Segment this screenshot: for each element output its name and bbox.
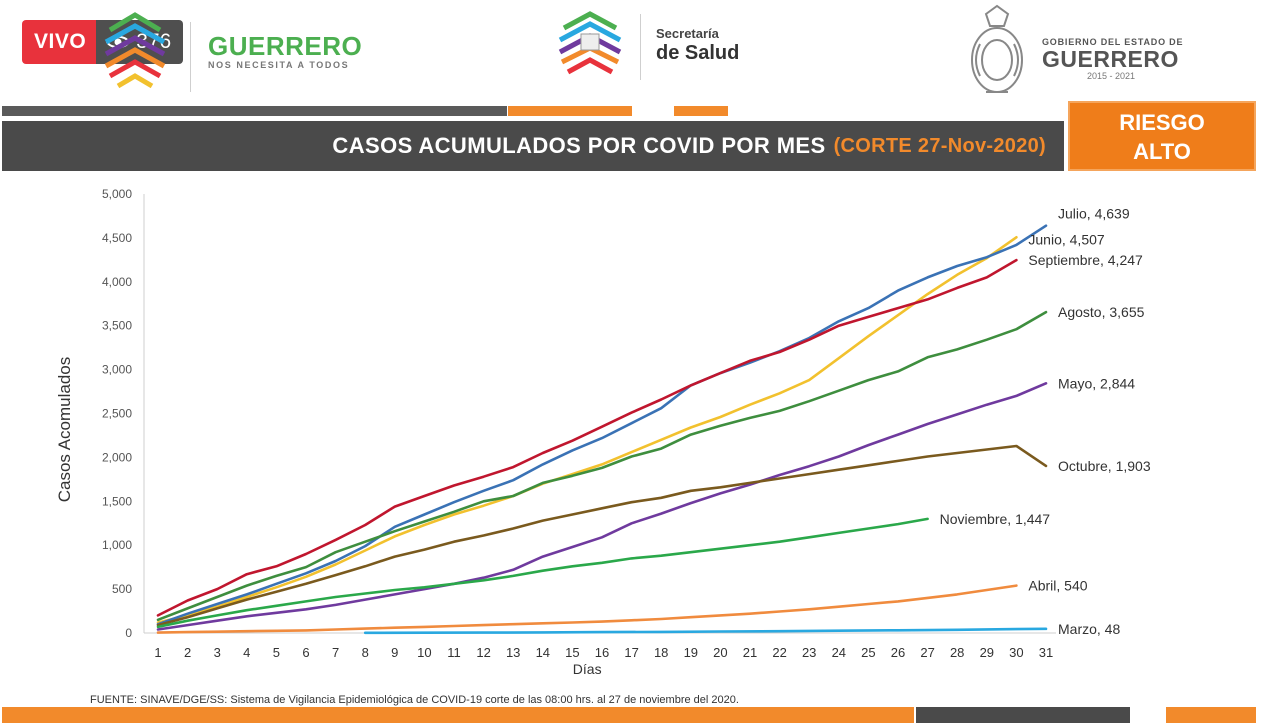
x-tick-label: 6	[302, 645, 309, 660]
viewer-count-value: 376	[136, 30, 172, 53]
cumulative-cases-chart: 0 500 1,000 1,500 2,000 2,500 3,000 3,500 4,000 4…	[55, 187, 1151, 677]
series-label-septiembre: Septiembre, 4,247	[1028, 252, 1143, 268]
series-label-mayo: Mayo, 2,844	[1058, 375, 1135, 391]
x-tick-label: 14	[536, 645, 550, 660]
y-tick-label: 2,500	[102, 407, 132, 421]
x-tick-label: 24	[832, 645, 846, 660]
y-tick-label: 0	[125, 626, 132, 640]
risk-line1: RIESGO	[1119, 110, 1205, 135]
bottom-bar-gray	[916, 707, 1130, 723]
x-tick-label: 25	[861, 645, 875, 660]
x-axis-title: Días	[573, 661, 602, 677]
header-divider	[190, 22, 191, 92]
x-tick-label: 2	[184, 645, 191, 660]
x-tick-label: 28	[950, 645, 964, 660]
state-seal-logo	[971, 4, 1023, 93]
x-tick-label: 21	[743, 645, 757, 660]
accent-bar-gray	[2, 106, 507, 116]
chart-title: CASOS ACUMULADOS POR COVID POR MES	[332, 133, 826, 158]
y-axis-title: Casos Acomulados	[55, 357, 74, 503]
source-note: FUENTE: SINAVE/DGE/SS: Sistema de Vigila…	[90, 694, 739, 706]
series-label-agosto: Agosto, 3,655	[1058, 304, 1145, 320]
series-label-marzo: Marzo, 48	[1058, 621, 1120, 637]
y-tick-label: 5,000	[102, 187, 132, 201]
x-tick-label: 19	[684, 645, 698, 660]
bottom-bar-orange	[2, 707, 914, 723]
salud-line2: de Salud	[656, 42, 740, 64]
x-tick-label: 17	[624, 645, 638, 660]
series-line-mayo	[156, 382, 1048, 631]
y-tick-label: 3,500	[102, 319, 132, 333]
y-tick-label: 2,000	[102, 450, 132, 464]
series-line-septiembre	[156, 258, 1018, 617]
x-tick-label: 1	[154, 645, 161, 660]
government-brand: GOBIERNO DEL ESTADO DE GUERRERO 2015 - 2…	[1042, 37, 1183, 81]
y-tick-label: 1,000	[102, 538, 132, 552]
x-tick-label: 3	[214, 645, 221, 660]
series-line-noviembre	[156, 517, 929, 629]
series-line-agosto	[156, 310, 1048, 622]
x-tick-label: 31	[1039, 645, 1053, 660]
salud-divider	[640, 14, 641, 80]
guerrero-slogan: NOS NECESITA A TODOS	[208, 60, 350, 70]
series-label-julio: Julio, 4,639	[1058, 206, 1130, 222]
series-line-junio	[156, 235, 1018, 624]
guerrero-title: GUERRERO	[208, 31, 363, 61]
x-tick-label: 22	[772, 645, 786, 660]
bottom-bar-orange-right	[1166, 707, 1256, 723]
guerrero-logo	[104, 12, 166, 89]
x-tick-label: 5	[273, 645, 280, 660]
y-tick-label: 4,000	[102, 275, 132, 289]
x-tick-label: 16	[595, 645, 609, 660]
title-band: CASOS ACUMULADOS POR COVID POR MES (CORT…	[2, 121, 1064, 171]
series-line-julio	[156, 224, 1048, 626]
x-tick-label: 20	[713, 645, 727, 660]
x-tick-label: 27	[920, 645, 934, 660]
risk-level-box: RIESGO ALTO	[1068, 101, 1256, 171]
gob-line1: GOBIERNO DEL ESTADO DE	[1042, 37, 1184, 47]
series-line-abril	[156, 584, 1018, 634]
series-labels: Marzo, 48 Abril, 540 Mayo, 2,844 Junio, 4,5…	[940, 206, 1151, 637]
salud-logo	[558, 11, 622, 75]
y-tick-label: 3,000	[102, 363, 132, 377]
series-label-noviembre: Noviembre, 1,447	[940, 511, 1051, 527]
y-tick-label: 4,500	[102, 231, 132, 245]
x-tick-label: 26	[891, 645, 905, 660]
x-tick-label: 23	[802, 645, 816, 660]
x-tick-label: 11	[447, 645, 461, 660]
guerrero-brand: GUERRERO NOS NECESITA A TODOS	[208, 32, 362, 70]
y-tick-label: 500	[112, 582, 132, 596]
salud-line1: Secretaría	[656, 26, 719, 41]
gob-years: 2015 - 2021	[1086, 71, 1136, 81]
live-badge: VIVO	[22, 20, 97, 64]
x-tick-label: 13	[506, 645, 520, 660]
x-tick-label: 30	[1009, 645, 1023, 660]
chart-cutoff-date: (CORTE 27-Nov-2020)	[833, 134, 1046, 157]
x-tick-label: 18	[654, 645, 668, 660]
series-label-junio: Junio, 4,507	[1028, 231, 1104, 247]
x-tick-label: 10	[417, 645, 431, 660]
x-tick-label: 9	[391, 645, 398, 660]
accent-bar-orange	[508, 106, 632, 116]
chart-series	[156, 224, 1048, 635]
x-tick-label: 8	[362, 645, 369, 660]
series-label-abril: Abril, 540	[1028, 578, 1087, 594]
accent-bar-orange-small	[674, 106, 728, 116]
series-label-octubre: Octubre, 1,903	[1058, 458, 1151, 474]
series-line-octubre	[156, 444, 1048, 627]
gob-line2: GUERRERO	[1042, 46, 1179, 72]
x-tick-label: 29	[980, 645, 994, 660]
salud-brand: Secretaría de Salud	[656, 26, 739, 65]
x-tick-label: 12	[476, 645, 490, 660]
y-tick-label: 1,500	[102, 494, 132, 508]
x-tick-label: 15	[565, 645, 579, 660]
series-line-marzo	[363, 627, 1048, 635]
risk-line2: ALTO	[1133, 139, 1191, 164]
x-tick-label: 4	[243, 645, 250, 660]
x-tick-label: 7	[332, 645, 339, 660]
